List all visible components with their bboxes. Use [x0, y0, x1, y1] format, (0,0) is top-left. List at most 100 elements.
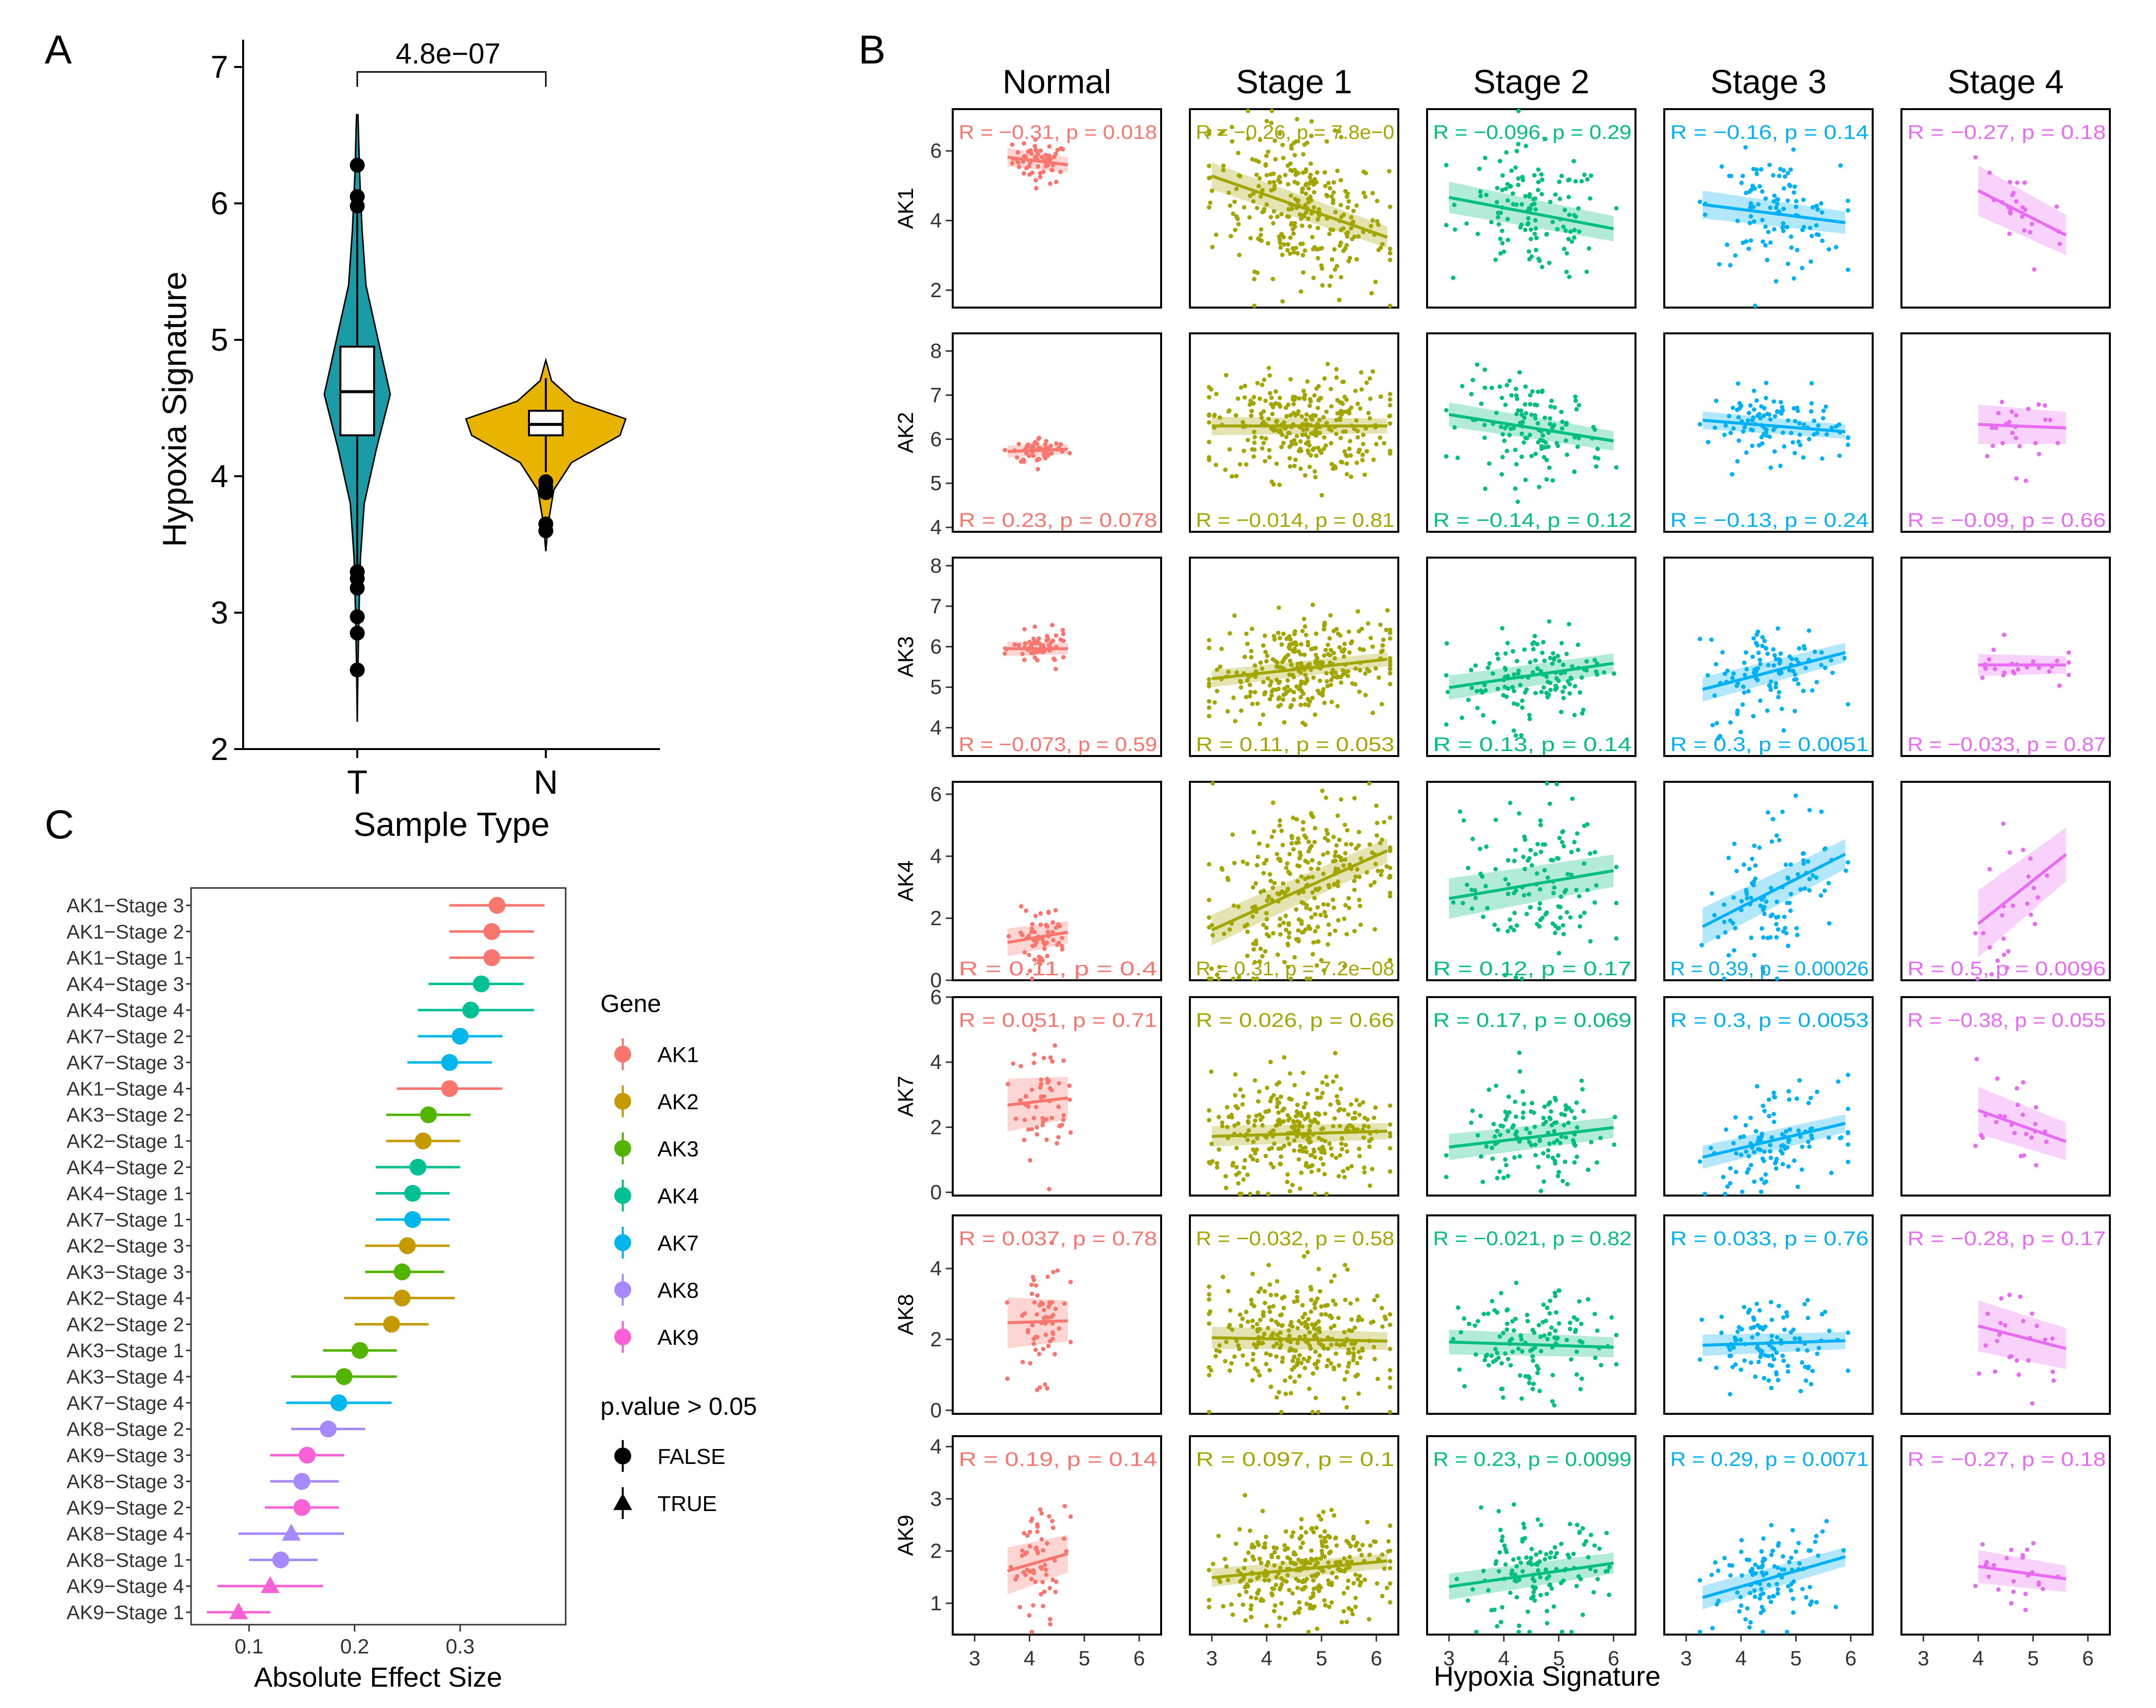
gene-ytick-label: 4 [930, 209, 942, 232]
data-point [1582, 1542, 1587, 1547]
scatter-panel-frame [952, 108, 1162, 309]
data-point [1339, 649, 1344, 654]
data-point [1279, 642, 1284, 647]
data-point [1512, 1578, 1517, 1583]
data-point [1353, 388, 1358, 393]
data-point [1587, 196, 1592, 201]
data-point [1593, 1355, 1598, 1360]
data-point [1207, 677, 1212, 682]
data-point [1568, 229, 1573, 234]
data-point [1300, 629, 1305, 633]
data-point [1271, 180, 1276, 185]
data-point [1282, 242, 1287, 247]
data-point [1280, 253, 1285, 257]
data-point [1238, 1192, 1242, 1197]
gene-ytick-label: 4 [930, 515, 942, 539]
data-point [1984, 1560, 1989, 1565]
scatter-panel-AK4-Stage 3: R = 0.39, p = 0.00026 [1663, 781, 1874, 981]
data-point [1977, 1371, 1982, 1376]
data-point [1503, 187, 1508, 191]
data-point [1769, 1386, 1774, 1391]
data-point [1320, 1145, 1325, 1150]
forest-row-label: AK3−Stage 4 [66, 1366, 184, 1388]
data-point [1819, 893, 1824, 898]
data-point [1445, 690, 1450, 695]
data-point [1286, 242, 1291, 247]
data-point [1227, 447, 1232, 452]
data-point [1313, 660, 1318, 665]
data-point [1475, 232, 1480, 237]
correlation-label: R = 0.11, p = 0.4 [959, 958, 1157, 980]
data-point [1248, 690, 1253, 695]
data-point [1333, 128, 1338, 133]
data-point [1837, 422, 1842, 427]
data-point [1722, 433, 1727, 438]
data-point [1780, 1143, 1785, 1148]
data-point [1254, 1596, 1259, 1601]
data-point [1713, 1560, 1718, 1565]
data-point [1306, 200, 1311, 205]
data-point [1993, 426, 1998, 431]
data-point [1285, 888, 1290, 893]
data-point [1532, 201, 1537, 206]
data-point [1558, 1140, 1563, 1145]
data-point [1533, 852, 1538, 857]
data-point [1547, 1311, 1552, 1316]
data-point [1214, 391, 1219, 396]
data-point [1746, 689, 1751, 694]
data-point [2033, 1105, 2038, 1110]
data-point [1800, 1360, 1805, 1365]
regression-line [1448, 1562, 1614, 1588]
data-point [1263, 163, 1268, 168]
data-point [1762, 1376, 1766, 1381]
data-point [1520, 1349, 1525, 1354]
data-point [2055, 658, 2060, 663]
data-point [1234, 1145, 1239, 1150]
data-point [1041, 1301, 1045, 1306]
data-point [1321, 852, 1326, 857]
correlation-label: R = −0.16, p = 0.14 [1670, 122, 1869, 143]
data-point [1281, 441, 1286, 445]
data-point [1579, 1322, 1584, 1327]
data-point [1787, 668, 1792, 673]
data-point [1274, 1354, 1279, 1359]
correlation-label: R = −0.26, p = 7.8e−0 [1196, 122, 1394, 143]
data-point [1061, 638, 1066, 643]
data-point [1327, 232, 1332, 237]
data-point [1592, 1312, 1597, 1317]
data-point [1504, 694, 1509, 699]
data-point [1207, 1373, 1212, 1378]
data-point [1271, 800, 1276, 805]
data-point [1526, 892, 1531, 897]
data-point [1322, 170, 1327, 175]
scatter-panel-frame [952, 332, 1162, 533]
data-point [1231, 1160, 1236, 1165]
data-point [1245, 678, 1250, 683]
regression-line [1007, 1096, 1068, 1107]
data-point [1349, 226, 1354, 231]
data-point [1762, 911, 1767, 916]
data-point [1321, 871, 1326, 876]
data-point [1288, 1375, 1293, 1380]
data-point [1539, 849, 1544, 854]
data-point [1737, 401, 1742, 406]
data-point [1498, 251, 1503, 256]
data-point [1325, 902, 1330, 907]
data-point [1056, 941, 1061, 946]
data-point [1368, 396, 1373, 401]
data-point [1223, 467, 1228, 472]
data-point [1347, 905, 1352, 910]
data-point [1258, 1286, 1263, 1291]
data-point [1503, 877, 1508, 882]
data-point [1053, 1589, 1058, 1594]
data-point [1325, 942, 1330, 947]
data-point [1252, 435, 1257, 440]
data-point [1264, 1624, 1269, 1629]
data-point [1046, 1187, 1051, 1192]
data-point [1544, 457, 1549, 462]
data-point [1766, 230, 1771, 235]
data-point [1514, 149, 1519, 154]
data-point [1725, 242, 1730, 247]
regression-line [1212, 1336, 1387, 1343]
data-point [1207, 699, 1212, 704]
